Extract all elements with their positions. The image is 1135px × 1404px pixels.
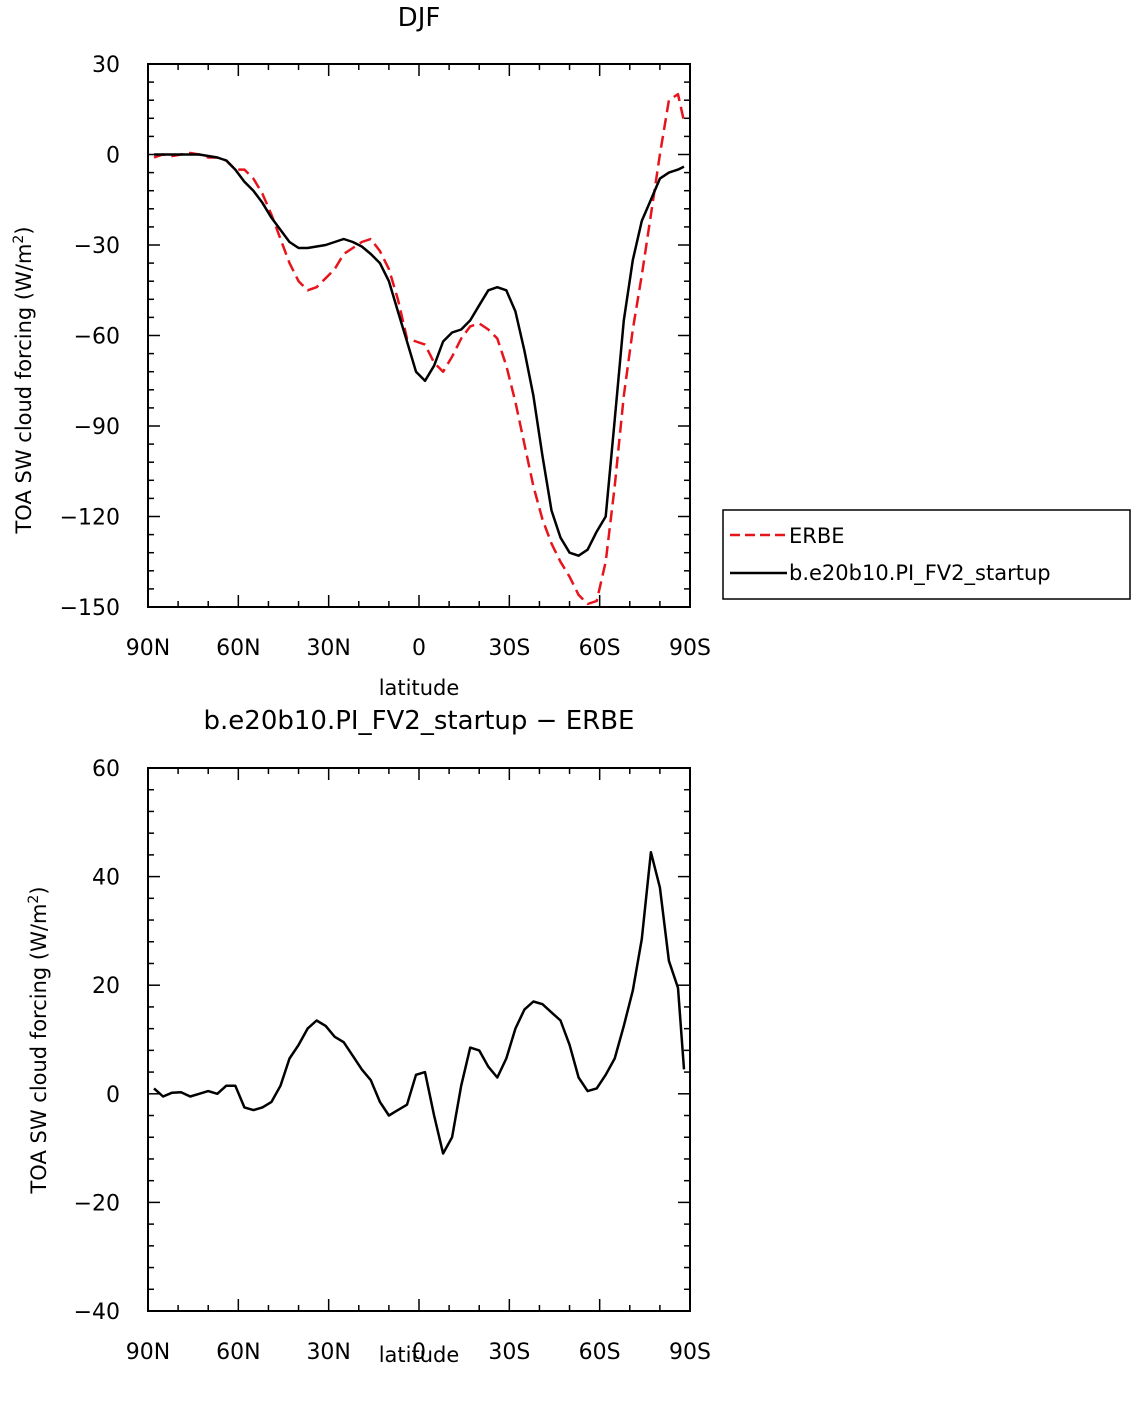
top-series-line-b-e20b10-pi-fv2-startup [154, 153, 685, 557]
bottom-x-tick-label: 60N [216, 1340, 260, 1365]
bottom-y-axis-title-main: TOA SW cloud forcing (W/m [27, 904, 51, 1195]
bottom-y-tick-label: 40 [92, 866, 120, 891]
top-y-tick-label: −30 [74, 234, 120, 259]
top-y-axis-title: TOA SW cloud forcing (W/m2) [11, 226, 36, 534]
top-y-tick-label: −90 [74, 415, 120, 440]
top-x-tick-label: 0 [412, 636, 426, 661]
top-x-axis-title: latitude [379, 676, 460, 700]
top-chart-title: DJF [398, 3, 441, 33]
bottom-y-axis-title-sup: 2 [26, 895, 42, 904]
top-y-tick-label: −120 [60, 506, 120, 531]
bottom-x-tick-label: 90N [126, 1340, 170, 1365]
bottom-x-axis-title: latitude [379, 1343, 460, 1367]
bottom-y-tick-label: −40 [74, 1300, 120, 1325]
bottom-x-tick-label: 90S [669, 1340, 711, 1365]
svg-text:TOA SW cloud forcing (W/m2): TOA SW cloud forcing (W/m2) [11, 226, 36, 534]
bottom-y-tick-label: 60 [92, 757, 120, 782]
top-chart-panel: DJF TOA SW cloud forcing (W/m2) latitude… [11, 3, 711, 700]
top-y-axis-title-sup: 2 [11, 235, 27, 244]
top-y-tick-label: −60 [74, 325, 120, 350]
legend-label-model: b.e20b10.PI_FV2_startup [789, 561, 1051, 586]
top-chart-legend: ERBE b.e20b10.PI_FV2_startup [722, 509, 1131, 600]
top-y-tick-label: 30 [92, 53, 120, 78]
top-series-line-erbe [153, 92, 686, 606]
bottom-x-tick-label: 30S [488, 1340, 530, 1365]
bottom-chart-title: b.e20b10.PI_FV2_startup − ERBE [204, 706, 635, 736]
top-y-axis-title-end: ) [12, 226, 36, 234]
svg-text:TOA SW cloud forcing (W/m2): TOA SW cloud forcing (W/m2) [26, 886, 51, 1194]
top-y-axis-title-main: TOA SW cloud forcing (W/m [12, 244, 36, 535]
bottom-y-axis-title-end: ) [27, 886, 51, 894]
bottom-plot-frame [147, 767, 691, 1312]
top-y-tick-label: −150 [60, 596, 120, 621]
top-plot-frame [147, 63, 691, 608]
bottom-x-tick-label: 0 [412, 1340, 426, 1365]
bottom-y-axis-title: TOA SW cloud forcing (W/m2) [26, 886, 51, 1194]
top-x-tick-label: 90N [126, 636, 170, 661]
top-x-tick-label: 60N [216, 636, 260, 661]
top-x-tick-label: 30N [306, 636, 350, 661]
bottom-y-tick-label: 20 [92, 974, 120, 999]
legend-box [722, 509, 1131, 600]
bottom-series-line-0 [153, 850, 686, 1155]
bottom-y-tick-label: −20 [74, 1191, 120, 1216]
top-y-tick-label: 0 [106, 144, 120, 169]
bottom-x-tick-label: 60S [579, 1340, 621, 1365]
bottom-chart-panel: b.e20b10.PI_FV2_startup − ERBE TOA SW cl… [26, 706, 711, 1367]
top-x-tick-label: 90S [669, 636, 711, 661]
bottom-y-tick-label: 0 [106, 1083, 120, 1108]
legend-label-erbe: ERBE [789, 524, 845, 548]
top-x-tick-label: 30S [488, 636, 530, 661]
bottom-x-tick-label: 30N [306, 1340, 350, 1365]
top-x-tick-label: 60S [579, 636, 621, 661]
